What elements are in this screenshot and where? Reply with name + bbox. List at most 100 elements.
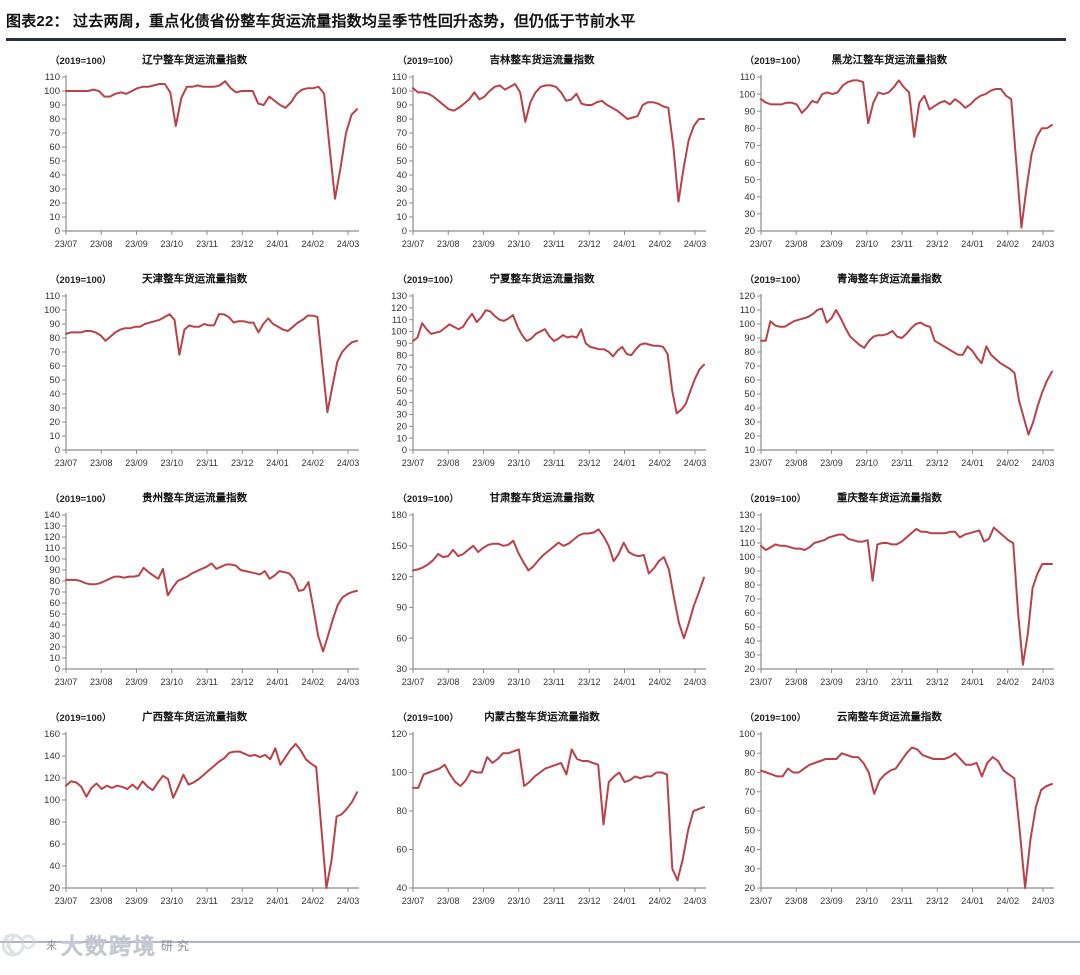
y-tick-label: 100: [44, 554, 60, 565]
chart-cell: （2019=100） 内蒙古整车货运流量指数 40 60 80 100 120 23/07…: [373, 708, 710, 910]
chart-header: （2019=100） 天津整车货运流量指数: [26, 270, 363, 286]
x-tick-label: 24/03: [684, 896, 707, 906]
x-tick-label: 23/08: [90, 896, 113, 906]
x-tick-label: 23/09: [473, 458, 496, 468]
y-tick-label: 60: [397, 844, 408, 855]
chart-header: （2019=100） 云南整车货运流量指数: [721, 708, 1058, 724]
y-tick-label: 10: [744, 445, 755, 456]
y-tick-label: 40: [49, 389, 60, 400]
series-line: [412, 82, 706, 203]
x-tick-label: 23/08: [90, 239, 113, 249]
x-tick-label: 23/09: [820, 458, 843, 468]
axis-unit-label: （2019=100）: [50, 493, 112, 505]
y-tick-label: 80: [397, 350, 408, 361]
axis-unit-label: （2019=100）: [397, 55, 459, 67]
x-tick-label: 23/07: [55, 458, 78, 468]
x-tick-label: 23/09: [473, 677, 496, 687]
y-tick-label: 10: [397, 433, 408, 444]
x-tick-label: 24/01: [266, 239, 289, 249]
chart-header: （2019=100） 广西整车货运流量指数: [26, 708, 363, 724]
line-chart: 0 10 20 30 40 50 60 70 80 90 100 110 23/07 23/08 23/09…: [391, 72, 706, 249]
x-tick-label: 23/10: [160, 677, 183, 687]
y-tick-label: 110: [740, 72, 755, 83]
x-tick-label: 23/07: [402, 458, 425, 468]
watermark-logo-icon: [2, 933, 36, 957]
y-tick-label: 40: [49, 861, 60, 872]
y-tick-label: 120: [739, 524, 755, 535]
x-tick-label: 23/12: [578, 458, 601, 468]
x-tick-label: 23/09: [125, 896, 148, 906]
y-tick-label: 120: [44, 532, 60, 543]
series-line: [65, 561, 358, 652]
x-tick-label: 23/10: [160, 239, 183, 249]
x-tick-label: 24/01: [614, 239, 637, 249]
series-line: [412, 747, 706, 881]
y-tick-label: 70: [397, 128, 408, 139]
x-tick-label: 24/01: [961, 677, 984, 687]
chart-cell: （2019=100） 青海整车货运流量指数 10 20 30 40 50 60 70 80 90…: [721, 270, 1058, 472]
series-line: [65, 312, 358, 413]
x-tick-label: 24/02: [996, 896, 1019, 906]
footer-rule: [0, 941, 1080, 943]
chart-title: 青海整车货运流量指数: [836, 272, 942, 285]
y-tick-label: 70: [397, 362, 408, 373]
y-tick-label: 120: [391, 729, 407, 740]
y-tick-label: 50: [49, 609, 60, 620]
y-tick-label: 70: [744, 361, 755, 372]
x-tick-label: 23/12: [926, 677, 949, 687]
y-tick-label: 40: [49, 620, 60, 631]
line-chart: 20 30 40 50 60 70 80 90 100 23/07 23/08 23/09 23/10 2…: [739, 729, 1054, 906]
series-line: [759, 307, 1053, 436]
axis-unit-label: （2019=100）: [50, 55, 112, 67]
x-tick-label: 23/12: [926, 458, 949, 468]
y-tick-label: 100: [391, 86, 407, 97]
x-tick-label: 23/07: [749, 896, 772, 906]
y-tick-label: 60: [49, 361, 60, 372]
x-tick-label: 24/02: [996, 239, 1019, 249]
chart-header: （2019=100） 贵州整车货运流量指数: [26, 489, 363, 505]
x-tick-label: 23/11: [891, 458, 913, 468]
x-tick-label: 24/02: [649, 239, 672, 249]
y-tick-label: 110: [45, 72, 60, 83]
y-tick-label: 60: [397, 633, 408, 644]
y-tick-label: 80: [744, 123, 755, 134]
x-tick-label: 23/09: [820, 677, 843, 687]
x-tick-label: 23/09: [473, 896, 496, 906]
chart-header: （2019=100） 内蒙古整车货运流量指数: [373, 708, 710, 724]
chart-header: （2019=100） 黑龙江整车货运流量指数: [721, 51, 1058, 67]
chart-header: （2019=100） 重庆整车货运流量指数: [721, 489, 1058, 505]
y-tick-label: 50: [744, 825, 755, 836]
y-tick-label: 100: [44, 795, 60, 806]
series-line: [65, 742, 358, 889]
y-tick-label: 50: [49, 156, 60, 167]
line-chart: 0 10 20 30 40 50 60 70 80 90 100 110 23/07 23/08 23/09…: [44, 72, 360, 249]
y-tick-label: 100: [391, 326, 407, 337]
y-tick-label: 40: [397, 883, 408, 894]
x-tick-label: 24/01: [266, 677, 289, 687]
y-tick-label: 0: [55, 445, 60, 456]
x-tick-label: 23/08: [785, 239, 808, 249]
y-tick-label: 120: [391, 571, 407, 582]
series-line: [759, 526, 1053, 666]
y-tick-label: 40: [744, 191, 755, 202]
y-tick-label: 80: [49, 817, 60, 828]
y-tick-label: 100: [44, 86, 60, 97]
x-tick-label: 24/01: [266, 896, 289, 906]
x-tick-label: 23/10: [855, 896, 878, 906]
x-tick-label: 24/03: [337, 239, 360, 249]
x-tick-label: 24/01: [961, 458, 984, 468]
x-tick-label: 23/10: [508, 677, 531, 687]
y-tick-label: 80: [744, 347, 755, 358]
line-chart: 0 10 20 30 40 50 60 70 80 90 100 110 23/07 23/08 23/09…: [44, 291, 359, 468]
x-tick-label: 23/11: [891, 896, 913, 906]
series-line: [65, 79, 358, 200]
y-tick-label: 30: [744, 417, 755, 428]
y-tick-label: 20: [49, 883, 60, 894]
x-tick-label: 23/07: [55, 677, 78, 687]
y-tick-label: 60: [744, 157, 755, 168]
y-tick-label: 20: [744, 883, 755, 894]
x-tick-label: 23/08: [785, 458, 808, 468]
y-tick-label: 50: [744, 622, 755, 633]
x-tick-label: 23/11: [196, 458, 218, 468]
x-tick-label: 23/11: [543, 239, 565, 249]
